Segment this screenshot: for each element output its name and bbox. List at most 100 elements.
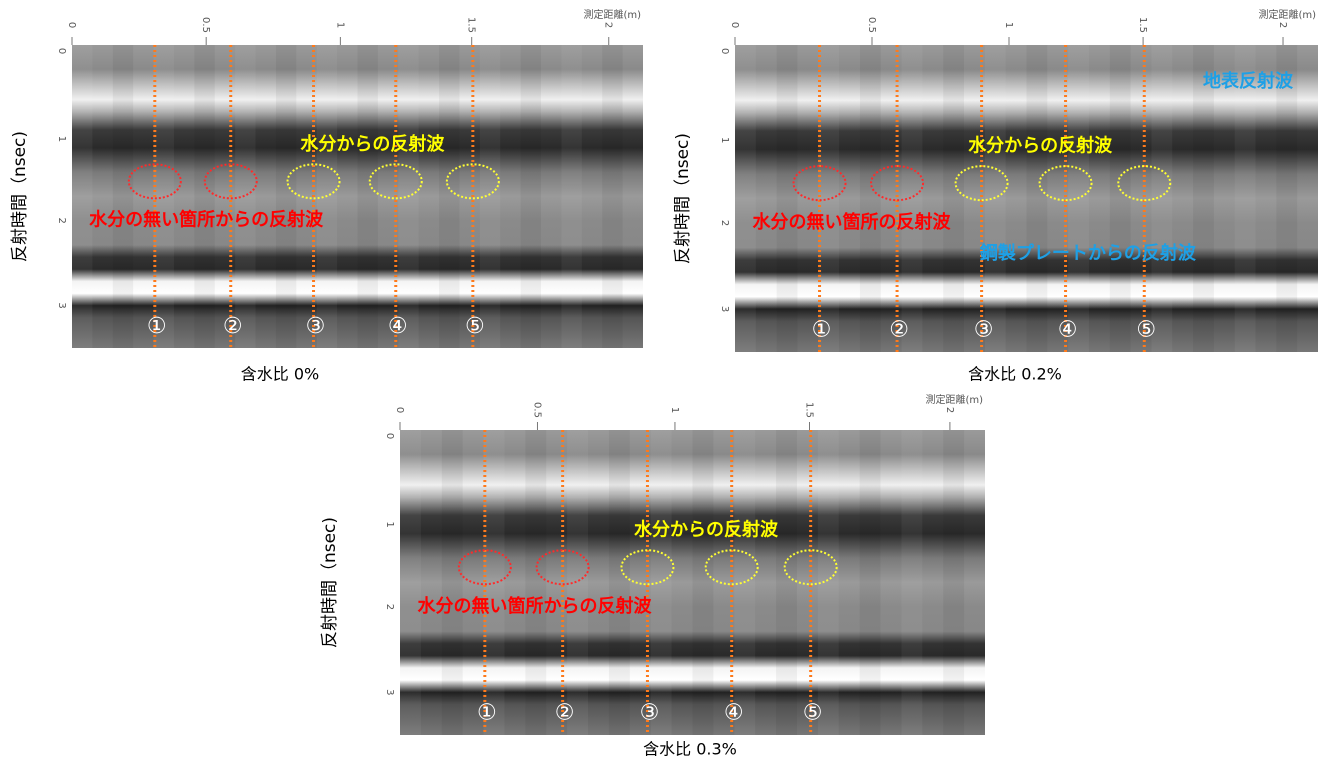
y-tick-label: 3 [719, 306, 730, 312]
radargram-streak [520, 45, 542, 348]
y-tick-label: 2 [384, 604, 395, 610]
position-marker: ② [223, 314, 243, 339]
radargram-streak [1276, 45, 1298, 352]
radargram-streak [72, 45, 93, 348]
radargram-streak [441, 430, 463, 735]
x-tick-label: 1 [334, 22, 345, 28]
x-tick-label: 1 [669, 407, 680, 413]
position-marker: ① [812, 318, 832, 343]
x-tick-label: 0 [394, 407, 405, 413]
reflection-circle [368, 163, 423, 200]
radargram-streak [943, 45, 965, 352]
reflection-circle [1038, 165, 1093, 202]
position-marker: ① [477, 701, 497, 726]
x-tick-label: 0.5 [866, 17, 877, 33]
radargram-streak [525, 430, 547, 735]
x-tick-label: 1.5 [804, 402, 815, 418]
position-marker: ④ [724, 701, 744, 726]
position-marker: ④ [1058, 318, 1078, 343]
radargram-streak [817, 430, 839, 735]
x-tick-label: 0 [66, 22, 77, 28]
radargram-streak [859, 45, 881, 352]
x-tick-label: 1 [1003, 22, 1014, 28]
reflection-circle [127, 163, 182, 200]
reflection-circle [704, 549, 759, 586]
y-tick-label: 0 [719, 48, 730, 54]
radargram-streak [735, 45, 756, 352]
x-axis-label: 測定距離(m) [583, 8, 641, 21]
annotation: 水分の無い箇所からの反射波 [89, 209, 324, 231]
x-tick-label: 2 [1277, 22, 1288, 28]
radargram-streak [561, 45, 582, 348]
y-axis-label: 反射時間（nsec) [673, 133, 693, 264]
radargram-streak [357, 45, 378, 348]
radargram-streak [859, 430, 881, 735]
y-tick-label: 1 [719, 137, 730, 143]
reflection-circle [870, 165, 925, 202]
radargram-streak [1193, 45, 1214, 352]
radargram-streak [439, 45, 460, 348]
annotation: 水分の無い箇所の反射波 [752, 211, 951, 233]
x-axis-label: 測定距離(m) [1258, 8, 1316, 21]
y-tick-label: 3 [56, 302, 67, 308]
radargram-streak [943, 430, 965, 735]
position-marker: ⑤ [803, 701, 823, 726]
reflection-circle [783, 549, 838, 586]
y-tick-label: 2 [56, 218, 67, 224]
reflection-circle [445, 163, 500, 200]
y-axis-label: 反射時間（nsec) [10, 131, 30, 262]
y-tick-label: 0 [56, 48, 67, 54]
radargram-streak [602, 45, 623, 348]
radargram-streak [112, 45, 134, 348]
position-marker: ⑤ [465, 314, 485, 339]
radargram-streak [901, 45, 923, 352]
annotation: 水分の無い箇所からの反射波 [418, 595, 653, 617]
x-axis-label: 測定距離(m) [925, 393, 983, 406]
annotation: 鋼製プレートからの反射波 [979, 242, 1197, 264]
reflection-circle [620, 549, 675, 586]
reflection-circle [457, 549, 512, 586]
y-tick-label: 2 [719, 220, 730, 226]
caption: 含水比 0.3% [643, 740, 737, 759]
annotation: 地表反射波 [1203, 70, 1294, 92]
x-tick-label: 1.5 [1137, 17, 1148, 33]
y-tick-label: 1 [384, 521, 395, 527]
y-tick-label: 3 [384, 689, 395, 695]
radargram-streak [901, 430, 923, 735]
reflection-circle [792, 165, 847, 202]
radargram-streak [235, 45, 256, 348]
radargram-streak [776, 430, 797, 735]
position-marker: ⑤ [1136, 318, 1156, 343]
position-marker: ② [889, 318, 909, 343]
position-marker: ③ [974, 318, 994, 343]
y-axis-label: 反射時間（nsec) [320, 517, 340, 648]
radargram-streak [479, 45, 501, 348]
position-marker: ① [147, 314, 167, 339]
caption: 含水比 0% [241, 365, 319, 384]
radargram-streak [1151, 45, 1173, 352]
y-tick-label: 0 [384, 433, 395, 439]
caption: 含水比 0.2% [968, 365, 1062, 384]
y-tick-label: 1 [56, 136, 67, 142]
x-tick-label: 2 [944, 407, 955, 413]
position-marker: ② [555, 701, 575, 726]
position-marker: ③ [640, 701, 660, 726]
radargram-streak [400, 430, 421, 735]
x-tick-label: 0 [729, 22, 740, 28]
radargram-streak [1026, 45, 1048, 352]
x-tick-label: 0.5 [200, 17, 211, 33]
x-tick-label: 1.5 [466, 17, 477, 33]
radargram-streak [776, 45, 798, 352]
annotation: 水分からの反射波 [968, 134, 1113, 156]
radargram-streak [1234, 45, 1256, 352]
position-marker: ④ [388, 314, 408, 339]
x-tick-label: 2 [603, 22, 614, 28]
radargram-streak [194, 45, 215, 348]
radargram-streak [567, 430, 589, 735]
reflection-circle [286, 163, 341, 200]
reflection-circle [954, 165, 1009, 202]
